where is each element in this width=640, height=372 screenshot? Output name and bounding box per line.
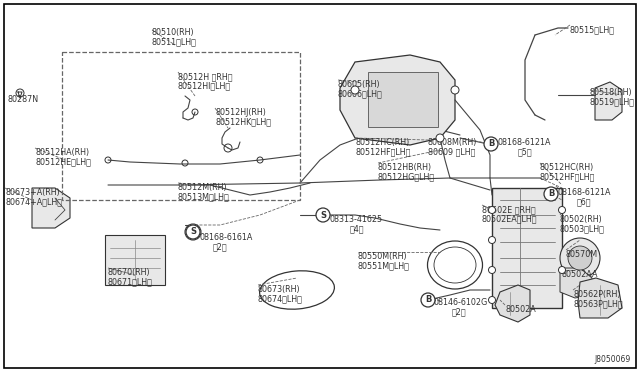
- Polygon shape: [595, 82, 622, 120]
- Circle shape: [436, 134, 444, 142]
- Text: 80512HG〈LH〉: 80512HG〈LH〉: [378, 172, 435, 181]
- Text: 08168-6121A: 08168-6121A: [498, 138, 552, 147]
- Text: 08313-41625: 08313-41625: [330, 215, 383, 224]
- Text: S: S: [190, 228, 196, 237]
- Text: 〨5〩: 〨5〩: [518, 147, 532, 156]
- Text: 80513M〈LH〉: 80513M〈LH〉: [178, 192, 230, 201]
- Text: 80510(RH): 80510(RH): [152, 28, 195, 37]
- Text: 80502(RH): 80502(RH): [560, 215, 603, 224]
- Circle shape: [351, 86, 359, 94]
- Circle shape: [186, 225, 200, 239]
- Text: 80502AA: 80502AA: [561, 270, 598, 279]
- Text: 80605(RH): 80605(RH): [338, 80, 381, 89]
- Circle shape: [488, 206, 495, 214]
- Text: 80673+A(RH): 80673+A(RH): [5, 188, 60, 197]
- Text: 08168-6161A: 08168-6161A: [200, 233, 253, 242]
- Text: 〨4〩: 〨4〩: [350, 224, 365, 233]
- Text: 80518(RH): 80518(RH): [590, 88, 632, 97]
- Text: 08146-6102G: 08146-6102G: [434, 298, 488, 307]
- Text: 〨2〩: 〨2〩: [452, 307, 467, 316]
- Circle shape: [421, 293, 435, 307]
- Text: 80512H 〈RH〉: 80512H 〈RH〉: [178, 72, 232, 81]
- Bar: [62, 52, 300, 200]
- Text: 80515〈LH〉: 80515〈LH〉: [570, 25, 615, 34]
- Polygon shape: [32, 188, 70, 228]
- Circle shape: [559, 206, 566, 214]
- Text: 80512HC(RH): 80512HC(RH): [540, 163, 595, 172]
- Text: 〨6〩: 〨6〩: [577, 197, 591, 206]
- Circle shape: [185, 224, 201, 240]
- Circle shape: [560, 238, 600, 278]
- Text: B: B: [425, 295, 431, 305]
- Circle shape: [559, 266, 566, 273]
- Text: 80563P〈LH〉: 80563P〈LH〉: [573, 299, 623, 308]
- Text: S: S: [320, 211, 326, 219]
- Polygon shape: [495, 285, 530, 322]
- Text: 80512HI〈LH〉: 80512HI〈LH〉: [178, 81, 231, 90]
- Text: 80512HC(RH): 80512HC(RH): [355, 138, 409, 147]
- Text: 80512M(RH): 80512M(RH): [178, 183, 228, 192]
- Text: 〨2〩: 〨2〩: [213, 242, 228, 251]
- Circle shape: [484, 137, 498, 151]
- Text: 80609 〈LH〉: 80609 〈LH〉: [428, 147, 476, 156]
- Circle shape: [488, 237, 495, 244]
- Text: J8050069: J8050069: [594, 355, 630, 364]
- Circle shape: [451, 86, 459, 94]
- Bar: [105, 235, 165, 285]
- Text: 80502A: 80502A: [505, 305, 536, 314]
- Text: 80551M〈LH〉: 80551M〈LH〉: [358, 261, 410, 270]
- Text: 80512HB(RH): 80512HB(RH): [378, 163, 432, 172]
- Text: 80674+A〈LH〉: 80674+A〈LH〉: [5, 197, 62, 206]
- Text: 80512HF〈LH〉: 80512HF〈LH〉: [355, 147, 410, 156]
- Bar: [492, 188, 562, 308]
- Circle shape: [544, 187, 558, 201]
- Text: 80608M(RH): 80608M(RH): [428, 138, 477, 147]
- Text: 80512HA(RH): 80512HA(RH): [35, 148, 89, 157]
- Text: 80550M(RH): 80550M(RH): [358, 252, 408, 261]
- Text: 80673(RH): 80673(RH): [258, 285, 301, 294]
- Text: 80519〈LH〉: 80519〈LH〉: [590, 97, 635, 106]
- Circle shape: [568, 246, 592, 270]
- Text: 80674〈LH〉: 80674〈LH〉: [258, 294, 303, 303]
- Polygon shape: [578, 278, 622, 318]
- Text: 08168-6121A: 08168-6121A: [558, 188, 611, 197]
- Circle shape: [316, 208, 330, 222]
- Text: 80502E 〈RH〉: 80502E 〈RH〉: [482, 205, 536, 214]
- Text: 80562P(RH): 80562P(RH): [573, 290, 621, 299]
- Text: 80287N: 80287N: [8, 95, 39, 104]
- Bar: [368, 72, 438, 127]
- Circle shape: [488, 266, 495, 273]
- Text: 80511〈LH〉: 80511〈LH〉: [152, 37, 197, 46]
- Polygon shape: [560, 268, 592, 298]
- Text: 80670(RH): 80670(RH): [108, 268, 150, 277]
- Text: 80512HJ(RH): 80512HJ(RH): [215, 108, 266, 117]
- Text: 80502EA〈LH〉: 80502EA〈LH〉: [482, 214, 538, 223]
- Text: 80503〈LH〉: 80503〈LH〉: [560, 224, 605, 233]
- Text: B: B: [488, 140, 494, 148]
- Circle shape: [488, 296, 495, 304]
- Text: B: B: [548, 189, 554, 199]
- Text: 80671〈LH〉: 80671〈LH〉: [108, 277, 153, 286]
- Text: 80606〈LH〉: 80606〈LH〉: [338, 89, 383, 98]
- Text: 80570M: 80570M: [566, 250, 598, 259]
- Text: 80512HF〈LH〉: 80512HF〈LH〉: [540, 172, 595, 181]
- Text: 80512HK〈LH〉: 80512HK〈LH〉: [215, 117, 271, 126]
- Text: 80512HE〈LH〉: 80512HE〈LH〉: [35, 157, 91, 166]
- Polygon shape: [340, 55, 455, 145]
